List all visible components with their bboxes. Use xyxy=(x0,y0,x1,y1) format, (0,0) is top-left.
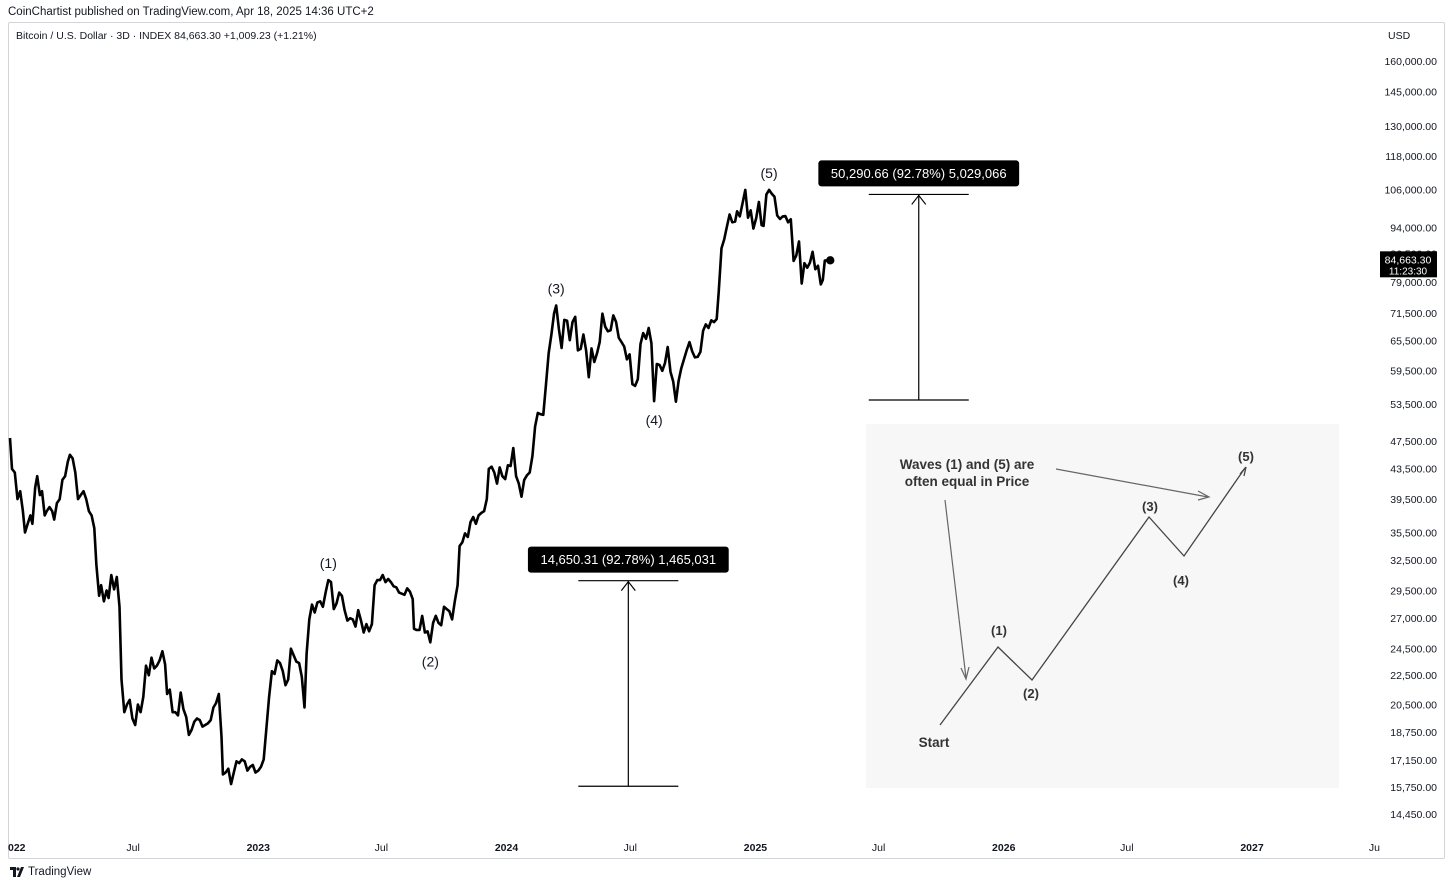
x-tick-label: 2027 xyxy=(1240,842,1264,854)
y-tick-label: 65,500.00 xyxy=(1390,335,1437,347)
wave-label: (3) xyxy=(548,280,565,296)
x-tick-label: 2025 xyxy=(744,842,768,854)
measure-arrowhead xyxy=(911,194,927,205)
inset-pointer-1-head xyxy=(960,666,970,681)
measure-arrowhead xyxy=(620,580,636,592)
measure-label-box xyxy=(818,160,1020,187)
y-tick-label: 29,500.00 xyxy=(1390,585,1437,597)
x-tick-label: 2023 xyxy=(247,842,271,854)
currency-label[interactable]: USD xyxy=(1388,30,1411,42)
x-tick-label: Jul xyxy=(624,842,637,854)
y-tick-label: 79,000.00 xyxy=(1390,277,1437,289)
y-tick-label: 20,500.00 xyxy=(1390,699,1437,711)
y-tick-label: 71,500.00 xyxy=(1390,308,1437,320)
inset-wave-label: (4) xyxy=(1173,573,1189,588)
last-price-dot xyxy=(826,256,835,265)
inset-background xyxy=(866,424,1339,788)
inset-note-line: often equal in Price xyxy=(905,474,1030,489)
measure-label: 50,290.66 (92.78%) 5,029,066 xyxy=(831,166,1007,181)
tradingview-logo-icon xyxy=(10,867,24,877)
inset-wave-label: (1) xyxy=(991,623,1007,638)
inset-pointer-5 xyxy=(1055,468,1209,498)
symbol-info[interactable]: Bitcoin / U.S. Dollar · 3D · INDEX 84,66… xyxy=(16,30,317,42)
inset-wave-label: (2) xyxy=(1023,686,1039,701)
x-tick-label: Ju xyxy=(1369,842,1380,854)
y-tick-label: 94,000.00 xyxy=(1390,222,1437,234)
inset-start-label: Start xyxy=(919,735,950,750)
wave-label: (1) xyxy=(320,555,337,571)
y-tick-label: 35,500.00 xyxy=(1390,527,1437,539)
wave-labels: (1) (2) (3) (4) (5) xyxy=(320,165,778,669)
y-tick-label: 27,000.00 xyxy=(1390,613,1437,625)
chart-frame xyxy=(8,22,1445,859)
y-tick-label: 15,750.00 xyxy=(1390,782,1437,794)
elliott-wave-diagram: (1) (2) (3) (4) (5) Start Waves (1) and (5) ar… xyxy=(866,424,1339,788)
x-tick-label: 2026 xyxy=(992,842,1016,854)
inset-wave-label: (3) xyxy=(1142,499,1158,514)
price-line[interactable] xyxy=(8,188,829,786)
price-badge-box xyxy=(1380,251,1437,278)
y-tick-label: 24,500.00 xyxy=(1390,643,1437,655)
tradingview-brand[interactable]: TradingView xyxy=(10,866,91,878)
publisher-line: CoinChartist published on TradingView.co… xyxy=(8,6,374,18)
wave-label: (2) xyxy=(422,653,439,669)
x-tick-label: 022 xyxy=(8,842,26,854)
measure-label: 14,650.31 (92.78%) 1,465,031 xyxy=(540,552,716,567)
y-tick-label: 106,000.00 xyxy=(1384,185,1437,197)
time-axis[interactable]: 022 Jul 2023 Jul 2024 Jul 2025 Jul 2026 Jul 2027 Ju xyxy=(8,842,1380,854)
wave-label: (5) xyxy=(761,165,778,181)
badge-price: 84,663.30 xyxy=(1385,254,1432,266)
measure-label-box xyxy=(527,546,729,573)
y-tick-label: 53,500.00 xyxy=(1390,399,1437,411)
y-tick-label: 43,500.00 xyxy=(1390,464,1437,476)
x-tick-label: Jul xyxy=(375,842,388,854)
x-tick-label: Jul xyxy=(126,842,139,854)
y-tick-label: 39,500.00 xyxy=(1390,494,1437,506)
y-tick-label: 22,500.00 xyxy=(1390,670,1437,682)
y-tick-label: 32,500.00 xyxy=(1390,555,1437,567)
inset-pointer-1 xyxy=(944,499,967,679)
x-tick-label: Jul xyxy=(1120,842,1133,854)
y-tick-label: 160,000.00 xyxy=(1384,56,1437,68)
inset-wave-path xyxy=(939,467,1246,726)
y-tick-label: 145,000.00 xyxy=(1384,87,1437,99)
y-tick-label: 47,500.00 xyxy=(1390,436,1437,448)
brand-label: TradingView xyxy=(28,866,92,878)
inset-arrowhead xyxy=(1239,466,1247,477)
y-tick-label: 130,000.00 xyxy=(1384,121,1437,133)
measure-tools[interactable]: 14,650.31 (92.78%) 1,465,031 50,290.66 (9… xyxy=(527,160,1020,787)
x-tick-label: Jul xyxy=(872,842,885,854)
y-tick-label: 14,450.00 xyxy=(1390,809,1437,821)
price-axis[interactable]: 160,000.00 145,000.00 130,000.00 118,000.00… xyxy=(1384,56,1437,821)
y-tick-label: 59,500.00 xyxy=(1390,366,1437,378)
inset-pointer-5-head xyxy=(1197,490,1211,501)
inset-wave-label: (5) xyxy=(1238,449,1254,464)
y-tick-label: 18,750.00 xyxy=(1390,727,1437,739)
inset-note-line: Waves (1) and (5) are xyxy=(900,457,1035,472)
wave-label: (4) xyxy=(646,412,663,428)
y-tick-label: 118,000.00 xyxy=(1385,151,1437,163)
y-tick-label: 17,150.00 xyxy=(1390,755,1437,767)
x-tick-label: 2024 xyxy=(495,842,519,854)
badge-countdown: 11:23:30 xyxy=(1389,266,1428,277)
